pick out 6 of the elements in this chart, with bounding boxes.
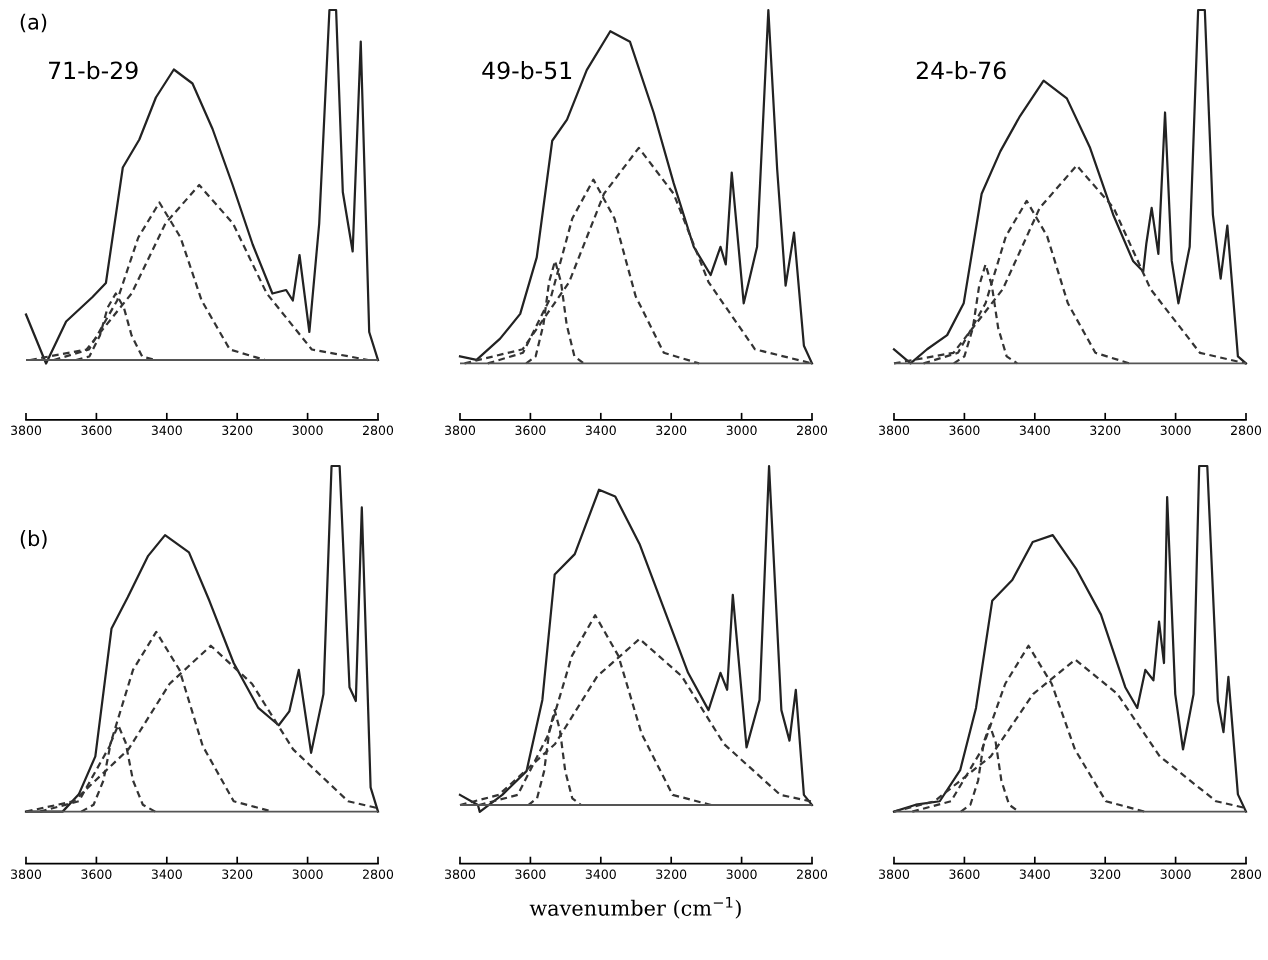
text: 49-b-51	[482, 60, 572, 80]
text: 71-b-29	[49, 60, 138, 80]
annotation: (a)	[20, 13, 47, 33]
x-axis-title: wavenumber (cm$^{−1}$)	[529, 896, 741, 919]
text: 24-b-76	[916, 60, 1006, 80]
annotation: (b)	[20, 530, 47, 549]
